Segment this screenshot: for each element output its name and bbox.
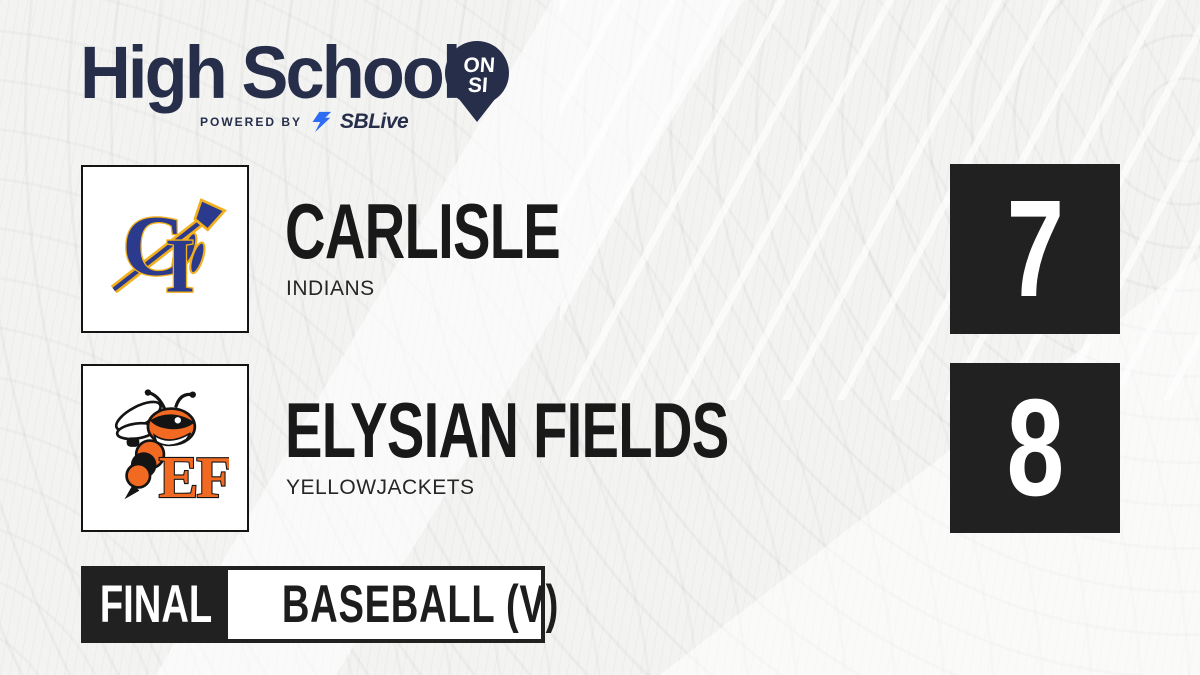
powered-by-row: POWERED BY SBLive — [200, 110, 409, 134]
score-carlisle: 7 — [1006, 172, 1064, 326]
pin-line1: ON — [463, 54, 496, 77]
sblive-bolt-icon — [312, 111, 332, 133]
sblive-wordmark: SBLive — [340, 110, 409, 133]
team-name-elysian-fields: ELYSIAN FIELDS — [285, 386, 729, 474]
event-label: BASEBALL (V) — [281, 575, 560, 634]
final-status-label: FINAL — [100, 575, 213, 634]
carlisle-letter-i: I — [165, 224, 195, 309]
pin-line2: SI — [467, 74, 488, 97]
powered-by-label: POWERED BY — [200, 115, 303, 129]
final-status-segment: FINAL — [85, 570, 228, 639]
team-mascot-elysian-fields: YELLOWJACKETS — [286, 476, 475, 499]
team-row-elysian-fields: EF ELYSIAN FIELDS YELLOWJACKETS 8 — [0, 363, 1200, 533]
high-school-wordmark: High School — [80, 31, 462, 114]
score-box-elysian-fields: 8 — [950, 363, 1120, 533]
team-name-carlisle: CARLISLE — [285, 187, 561, 275]
brand-header: High School ON SI POWERED BY SBLive — [80, 31, 509, 133]
footer-badge: FINAL BASEBALL (V) — [81, 566, 558, 643]
ef-letters: EF — [159, 444, 229, 510]
elysian-fields-logo: EF — [114, 389, 229, 511]
elysian-fields-logo-box: EF — [81, 364, 249, 532]
score-elysian-fields: 8 — [1006, 371, 1064, 525]
carlisle-logo: C I — [110, 198, 227, 310]
on-si-pin-icon: ON SI — [445, 41, 509, 122]
score-box-carlisle: 7 — [950, 164, 1120, 334]
carlisle-logo-box: C I — [81, 165, 249, 333]
carlisle-letter-c: C — [122, 200, 184, 294]
team-row-carlisle: C I CARLISLE INDIANS 7 — [0, 164, 1200, 334]
team-mascot-carlisle: INDIANS — [286, 277, 375, 300]
event-segment: BASEBALL (V) — [228, 570, 613, 639]
